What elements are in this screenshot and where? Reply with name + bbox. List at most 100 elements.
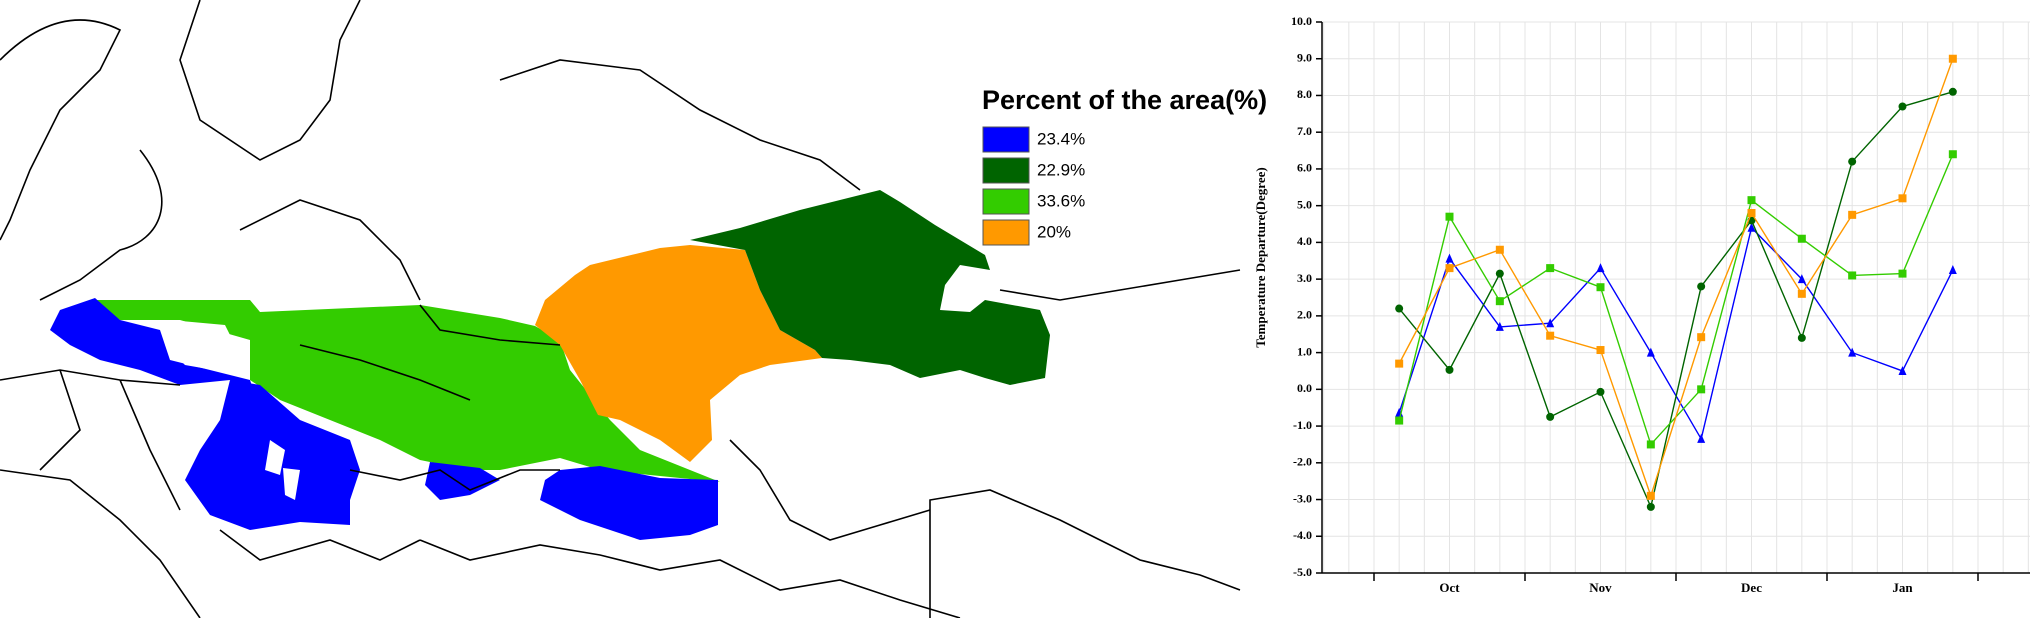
border xyxy=(0,369,181,511)
data-point xyxy=(1495,245,1504,254)
border xyxy=(39,149,163,301)
border xyxy=(0,19,122,241)
data-point xyxy=(1495,321,1504,331)
data-point xyxy=(1898,269,1907,278)
data-point xyxy=(1495,297,1504,306)
border xyxy=(999,269,1241,301)
data-point xyxy=(1848,157,1857,166)
data-point xyxy=(1848,271,1857,280)
y-tick-label: -5.0 xyxy=(1293,565,1312,579)
region xyxy=(425,462,500,500)
series-line xyxy=(1398,91,1954,510)
region xyxy=(540,466,718,540)
y-axis-label: Temperature Departure(Degree) xyxy=(1253,167,1268,347)
data-point xyxy=(1797,333,1806,342)
y-tick-label: 10.0 xyxy=(1291,14,1312,28)
y-tick-label: 1.0 xyxy=(1297,344,1312,358)
data-point xyxy=(1948,264,1957,274)
data-point xyxy=(1596,387,1605,396)
data-point xyxy=(1697,433,1706,443)
chart: -5.0 -4.0 -3.0 -2.0 -1.0 0.0 1.0 2.0 3.0 4.0 5.0 6.… xyxy=(1253,14,2030,595)
y-tick-label: -4.0 xyxy=(1293,528,1312,542)
y-tick-label: -2.0 xyxy=(1293,455,1312,469)
data-point xyxy=(1898,102,1907,111)
data-point xyxy=(1646,491,1655,500)
legend-label: 22.9% xyxy=(1037,160,1085,179)
data-point xyxy=(1395,359,1404,368)
data-point xyxy=(1596,263,1605,273)
data-point xyxy=(1445,253,1454,263)
y-tick-label: 0.0 xyxy=(1297,381,1312,395)
legend-swatch xyxy=(982,157,1030,184)
data-point xyxy=(1646,440,1655,449)
data-point xyxy=(1395,304,1404,313)
region xyxy=(690,190,1050,385)
white-patch xyxy=(165,320,235,372)
border xyxy=(179,0,361,161)
y-tick-label: -3.0 xyxy=(1293,491,1312,505)
data-point xyxy=(1948,54,1957,63)
data-point xyxy=(1445,264,1454,273)
data-point xyxy=(1445,212,1454,221)
border xyxy=(419,539,961,618)
data-point xyxy=(1948,150,1957,159)
y-tick-label: -1.0 xyxy=(1293,418,1312,432)
x-tick-label: Oct xyxy=(1439,580,1460,595)
data-point xyxy=(1848,210,1857,219)
y-tick-label: 6.0 xyxy=(1297,161,1312,175)
border xyxy=(499,59,861,191)
y-tick-label: 7.0 xyxy=(1297,124,1312,138)
x-tick-label: Nov xyxy=(1589,580,1612,595)
legend-swatch xyxy=(982,219,1030,246)
border xyxy=(0,469,421,618)
data-point xyxy=(1546,331,1555,340)
data-point xyxy=(1747,196,1756,205)
data-point xyxy=(1596,346,1605,355)
legend-label: 33.6% xyxy=(1037,191,1085,210)
y-tick-label: 9.0 xyxy=(1297,50,1312,64)
y-tick-label: 3.0 xyxy=(1297,271,1312,285)
data-point xyxy=(1697,282,1706,291)
series-line xyxy=(1398,58,1954,499)
legend: Percent of the area(%) 23.4% 22.9% 33.6% 20… xyxy=(982,85,1267,246)
data-point xyxy=(1848,347,1857,357)
y-tick-label: 2.0 xyxy=(1297,308,1312,322)
data-point xyxy=(1646,502,1655,511)
data-point xyxy=(1697,385,1706,394)
data-point xyxy=(1898,194,1907,203)
data-point xyxy=(1898,365,1907,375)
data-point xyxy=(1546,412,1555,421)
data-point xyxy=(1697,333,1706,342)
legend-label: 23.4% xyxy=(1037,129,1085,148)
data-point xyxy=(1747,209,1756,218)
data-point xyxy=(1546,264,1555,273)
data-point xyxy=(1797,234,1806,243)
data-point xyxy=(1546,318,1555,328)
border xyxy=(729,439,931,541)
data-point xyxy=(1797,289,1806,298)
data-point xyxy=(1445,365,1454,374)
x-tick-label: Jan xyxy=(1892,580,1913,595)
data-point xyxy=(1596,283,1605,292)
y-tick-label: 5.0 xyxy=(1297,197,1312,211)
legend-swatch xyxy=(982,126,1030,153)
data-point xyxy=(1948,87,1957,96)
map: Percent of the area(%) 23.4% 22.9% 33.6% 20… xyxy=(0,0,1267,618)
data-point xyxy=(1747,222,1756,232)
white-patch xyxy=(265,440,300,500)
x-tick-label: Dec xyxy=(1741,580,1762,595)
border xyxy=(299,304,561,401)
data-point xyxy=(1646,347,1655,357)
legend-swatch xyxy=(982,188,1030,215)
data-point xyxy=(1797,274,1806,284)
data-point xyxy=(1395,416,1404,425)
region xyxy=(92,300,720,482)
border xyxy=(349,469,560,491)
border xyxy=(239,199,421,301)
region xyxy=(535,245,822,462)
region xyxy=(50,298,255,395)
border xyxy=(929,489,1241,618)
y-tick-label: 8.0 xyxy=(1297,87,1312,101)
